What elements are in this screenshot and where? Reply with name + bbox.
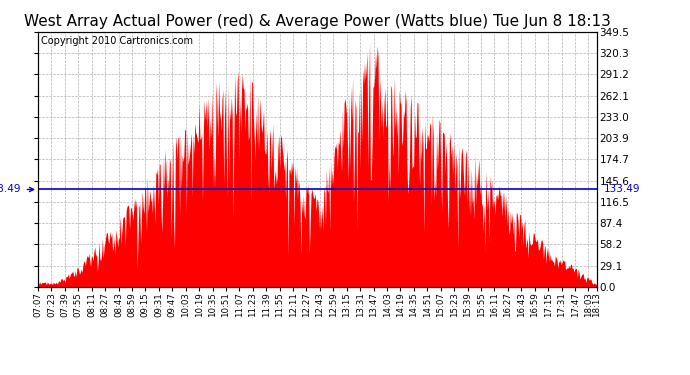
Text: 133.49: 133.49	[0, 184, 34, 195]
Text: Copyright 2010 Cartronics.com: Copyright 2010 Cartronics.com	[41, 36, 193, 46]
Text: 133.49: 133.49	[604, 184, 640, 195]
Title: West Array Actual Power (red) & Average Power (Watts blue) Tue Jun 8 18:13: West Array Actual Power (red) & Average …	[24, 14, 611, 29]
